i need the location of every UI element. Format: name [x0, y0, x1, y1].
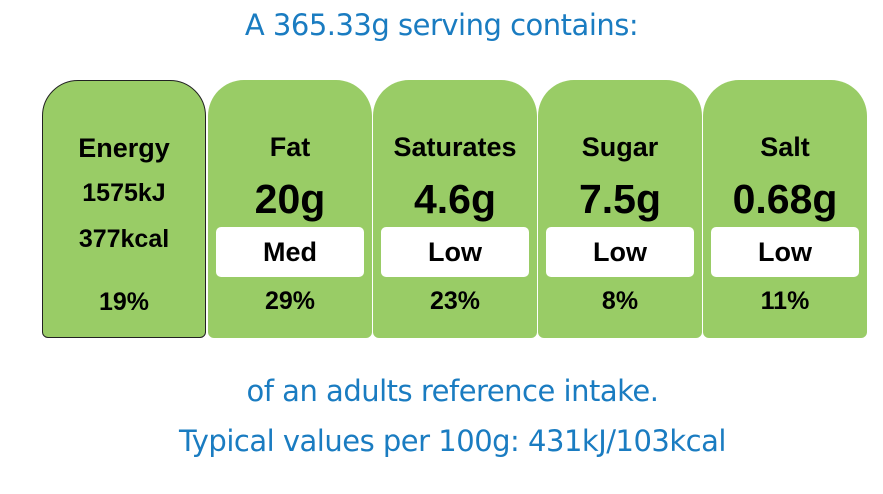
- serving-header: A 365.33g serving contains:: [244, 8, 639, 42]
- nutrient-percent: 23%: [429, 287, 481, 315]
- nutrient-percent: 29%: [264, 287, 316, 315]
- nutrient-level-badge: Low: [381, 227, 529, 277]
- energy-percent: 19%: [98, 288, 150, 316]
- nutrient-name: Saturates: [393, 132, 517, 162]
- energy-panel: Energy 1575kJ 377kcal 19%: [42, 80, 206, 338]
- nutrient-level-badge: Med: [216, 227, 364, 277]
- nutrient-name: Salt: [760, 132, 810, 162]
- salt-panel: Salt 0.68g Low 11%: [703, 80, 867, 338]
- reference-intake-note: of an adults reference intake.: [246, 374, 659, 408]
- nutrient-name: Sugar: [581, 132, 659, 162]
- energy-label: Energy: [78, 133, 170, 163]
- nutrient-percent: 8%: [601, 287, 639, 315]
- nutrient-amount: 7.5g: [578, 176, 662, 222]
- nutrient-name: Fat: [269, 132, 311, 162]
- nutrient-amount: 4.6g: [413, 176, 497, 222]
- energy-kcal: 377kcal: [78, 225, 170, 253]
- saturates-panel: Saturates 4.6g Low 23%: [373, 80, 537, 338]
- nutrient-amount: 0.68g: [732, 176, 838, 222]
- energy-kj: 1575kJ: [82, 179, 166, 207]
- nutrient-level-badge: Low: [711, 227, 859, 277]
- nutrient-level-badge: Low: [546, 227, 694, 277]
- typical-values-note: Typical values per 100g: 431kJ/103kcal: [179, 424, 726, 458]
- fat-panel: Fat 20g Med 29%: [208, 80, 372, 338]
- nutrient-amount: 20g: [254, 176, 326, 222]
- nutrient-percent: 11%: [760, 287, 810, 315]
- sugar-panel: Sugar 7.5g Low 8%: [538, 80, 702, 338]
